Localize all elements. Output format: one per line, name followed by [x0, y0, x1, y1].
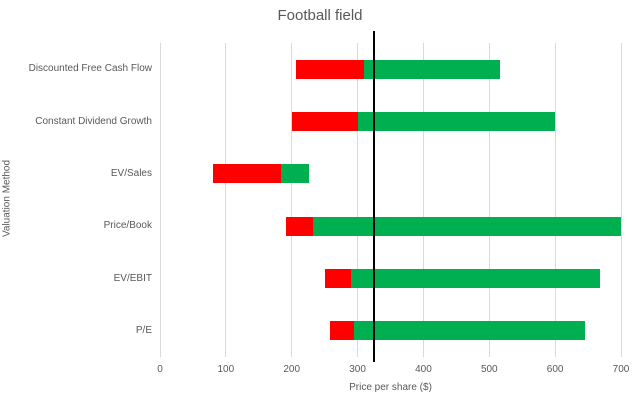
low-to-mid-segment	[296, 59, 365, 79]
category-axis-labels: Discounted Free Cash Flow Constant Divide…	[0, 43, 152, 357]
category-label: EV/Sales	[110, 167, 152, 179]
mid-to-high-segment	[312, 216, 621, 236]
x-tick-label: 100	[217, 364, 235, 375]
mid-to-high-segment	[364, 59, 501, 79]
chart-title: Football field	[277, 7, 363, 24]
category-label: Discounted Free Cash Flow	[28, 63, 152, 75]
low-to-mid-segment	[329, 321, 354, 341]
category-label: Constant Dividend Growth	[35, 115, 152, 127]
low-to-mid-segment	[213, 164, 282, 184]
mid-to-high-segment	[353, 321, 585, 341]
gridline	[554, 43, 556, 357]
bar-row	[160, 59, 621, 79]
low-to-mid-segment	[324, 269, 351, 288]
mid-to-high-segment	[357, 112, 556, 131]
bar-row	[160, 269, 621, 288]
gridline	[291, 43, 293, 357]
gridline	[620, 43, 622, 357]
x-tick-label: 600	[546, 364, 564, 375]
mid-to-high-segment	[281, 164, 309, 184]
low-to-mid-segment	[285, 216, 313, 236]
gridline	[422, 43, 424, 357]
x-tick-label: 0	[157, 364, 163, 375]
current-price-reference-line	[373, 31, 376, 362]
category-label: EV/EBIT	[113, 272, 152, 284]
x-tick-label: 400	[415, 364, 432, 375]
x-tick-label: 200	[283, 364, 301, 375]
category-label: P/E	[135, 324, 152, 336]
x-axis-title: Price per share ($)	[349, 382, 432, 393]
gridline	[159, 43, 161, 357]
bar-row	[160, 112, 621, 131]
plot-area	[159, 43, 622, 357]
low-to-mid-segment	[291, 112, 358, 131]
bar-row	[160, 164, 621, 184]
x-tick-label: 700	[612, 364, 630, 375]
mid-to-high-segment	[350, 269, 600, 288]
bar-row	[160, 216, 621, 236]
gridline	[225, 43, 227, 357]
x-tick-label: 500	[480, 364, 498, 375]
x-tick-label: 300	[349, 364, 366, 375]
bar-row	[160, 321, 621, 341]
gridline	[357, 43, 359, 357]
x-axis-tick-labels: 0 100 200 300 400 500 600 700	[0, 364, 640, 378]
gridline	[488, 43, 490, 357]
category-label: Price/Book	[103, 220, 152, 232]
